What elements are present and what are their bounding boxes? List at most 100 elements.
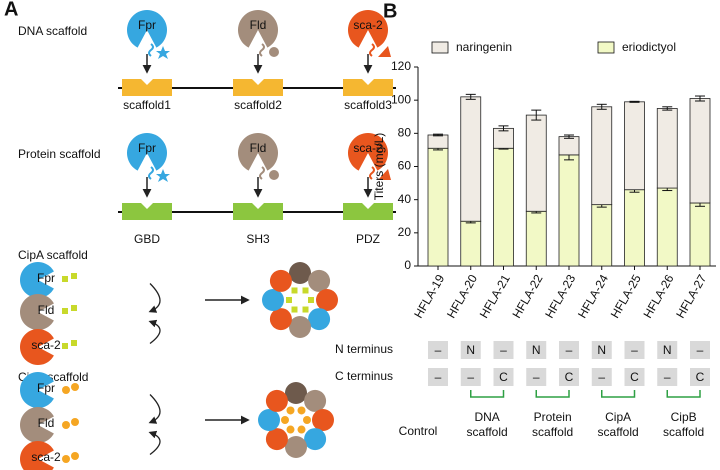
cell-box — [624, 368, 645, 386]
enzyme — [238, 10, 278, 48]
scaffold-label: scaffold1 — [123, 98, 171, 112]
substrate — [269, 170, 279, 180]
substrate — [62, 386, 70, 394]
arrow — [148, 283, 161, 313]
row-label: C terminus — [335, 369, 393, 383]
error-bar — [531, 109, 542, 121]
substrate — [71, 383, 79, 391]
enzyme — [19, 441, 54, 470]
cell-label: – — [467, 370, 474, 384]
assembly-scaffold — [302, 306, 309, 313]
cell-box — [624, 341, 645, 359]
group-bracket — [470, 390, 505, 398]
scaffold-block — [233, 203, 283, 220]
assembly-enzyme — [289, 316, 311, 338]
scaffold-label: PDZ — [356, 232, 380, 246]
y-tick-label: 20 — [398, 225, 412, 239]
x-tick-label: HFLA-19 — [411, 272, 447, 321]
group-label: scaffold — [663, 425, 704, 439]
cell-box — [559, 341, 579, 359]
cell-label: – — [435, 343, 442, 357]
assembly-enzyme — [265, 389, 288, 412]
bar-segment — [427, 134, 449, 149]
bar-segment — [656, 108, 678, 189]
cell-box — [657, 368, 678, 386]
group-bracket — [601, 390, 636, 398]
cell-box — [690, 368, 710, 386]
group-label: Protein — [534, 410, 572, 424]
enzyme — [238, 133, 278, 171]
enzyme-label: sca-2 — [31, 338, 61, 352]
x-tick-label: HFLA-23 — [542, 272, 578, 321]
y-tick-label: 60 — [398, 159, 412, 173]
scaffold-block — [122, 79, 172, 96]
cell-label: C — [696, 370, 705, 384]
assembly-scaffold — [297, 406, 306, 415]
enzyme-label: Fld — [38, 416, 55, 430]
linker — [148, 166, 154, 180]
cell-box — [428, 368, 448, 386]
bar-segment — [460, 220, 482, 267]
linker — [369, 43, 375, 57]
arrow — [148, 430, 161, 456]
cell-box — [493, 341, 514, 359]
enzyme-label: Fld — [250, 18, 267, 32]
cell-label: – — [697, 343, 704, 357]
group-label: CipA — [605, 410, 631, 424]
substrate — [71, 305, 77, 311]
error-bar — [498, 125, 509, 132]
substrate — [62, 343, 68, 349]
cell-label: C — [565, 370, 574, 384]
scaffold-block — [343, 79, 393, 96]
linker — [148, 43, 154, 57]
cell-label: – — [500, 343, 507, 357]
assembly-enzyme — [308, 308, 331, 331]
bar-segment — [624, 189, 645, 267]
scaffold-label: scaffold2 — [234, 98, 282, 112]
substrate — [62, 421, 70, 429]
enzyme-label: Fld — [38, 303, 55, 317]
group-label: CipB — [671, 410, 697, 424]
y-tick-label: 40 — [398, 192, 412, 206]
assembly-scaffold — [308, 297, 314, 303]
substrate — [71, 340, 77, 346]
x-tick-label: HFLA-25 — [608, 272, 644, 321]
x-tick-label: HFLA-20 — [444, 272, 480, 321]
bar-segment — [689, 202, 711, 267]
x-tick-label: HFLA-26 — [640, 272, 676, 321]
bar-segment — [427, 147, 449, 267]
x-tick-label: HFLA-24 — [575, 272, 611, 321]
group-label: scaffold — [598, 425, 639, 439]
y-tick-label: 80 — [398, 126, 412, 140]
cell-label: – — [598, 370, 605, 384]
cell-box — [460, 368, 481, 386]
bar-segment — [525, 114, 547, 212]
assembly-enzyme — [316, 289, 338, 311]
bar-segment — [689, 98, 711, 204]
legend-label: eriodictyol — [622, 40, 676, 54]
cell-label: N — [597, 343, 606, 357]
cell-box — [690, 341, 710, 359]
assembly-scaffold — [297, 425, 306, 434]
enzyme — [348, 133, 389, 171]
assembly-enzyme — [269, 269, 292, 292]
substrate — [71, 418, 79, 426]
row-title: Protein scaffold — [18, 147, 101, 161]
assembly-enzyme — [304, 428, 327, 451]
row-label: N terminus — [335, 342, 393, 356]
cell-box — [591, 368, 612, 386]
assembly-enzyme — [304, 389, 327, 412]
assembly-enzyme — [289, 262, 311, 284]
panel-label: B — [383, 0, 397, 22]
enzyme-label: Fpr — [37, 271, 55, 285]
bar-segment — [558, 154, 580, 267]
group-bracket — [535, 390, 570, 398]
scaffold-block — [343, 203, 393, 220]
y-axis-label: Titers (mg/L) — [372, 133, 386, 201]
cell-box — [657, 341, 678, 359]
enzyme-label: Fpr — [138, 18, 156, 32]
group-label: DNA — [474, 410, 499, 424]
cell-label: C — [630, 370, 639, 384]
assembly-enzyme — [285, 382, 307, 404]
assembly-scaffold — [286, 297, 292, 303]
